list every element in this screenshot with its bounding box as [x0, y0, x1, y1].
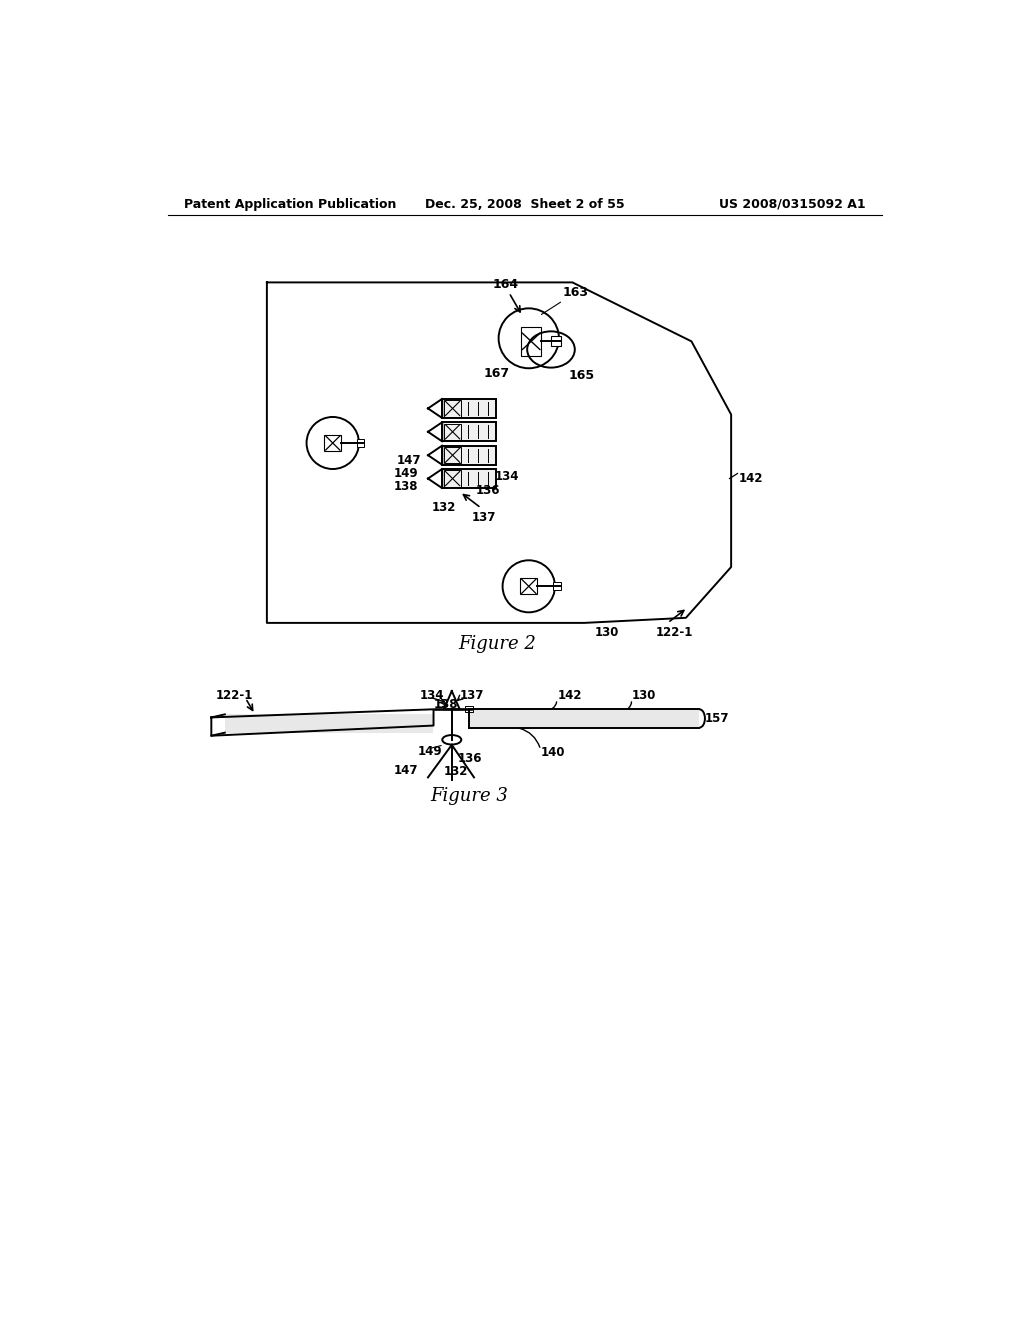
Text: Figure 2: Figure 2	[458, 635, 536, 653]
Bar	[553, 582, 560, 590]
Text: 132: 132	[443, 764, 468, 777]
Text: US 2008/0315092 A1: US 2008/0315092 A1	[720, 198, 866, 211]
Text: 138: 138	[433, 698, 458, 710]
Text: 163: 163	[563, 285, 589, 298]
Bar	[443, 470, 461, 487]
Text: 140: 140	[541, 747, 565, 759]
Text: 136: 136	[458, 751, 482, 764]
Text: 165: 165	[568, 368, 595, 381]
Text: 137: 137	[460, 689, 484, 701]
Text: 142: 142	[558, 689, 583, 701]
Bar	[443, 447, 461, 463]
Bar	[520, 578, 538, 594]
Text: 167: 167	[484, 367, 510, 380]
Text: 149: 149	[418, 746, 442, 759]
Text: 136: 136	[475, 484, 500, 498]
Text: 122-1: 122-1	[215, 689, 253, 701]
Bar	[551, 337, 561, 346]
Bar	[442, 446, 497, 465]
Bar	[443, 424, 461, 440]
Bar	[356, 440, 365, 447]
Bar	[442, 422, 497, 441]
Text: 147: 147	[397, 454, 422, 467]
Text: Patent Application Publication: Patent Application Publication	[183, 198, 396, 211]
Bar	[442, 469, 497, 488]
Text: 138: 138	[394, 480, 419, 494]
Text: 164: 164	[493, 277, 519, 290]
Bar	[324, 434, 341, 451]
Text: 137: 137	[471, 511, 496, 524]
Text: 130: 130	[595, 626, 620, 639]
Text: Figure 3: Figure 3	[430, 787, 508, 805]
FancyBboxPatch shape	[225, 714, 433, 733]
Text: Dec. 25, 2008  Sheet 2 of 55: Dec. 25, 2008 Sheet 2 of 55	[425, 198, 625, 211]
Text: 134: 134	[420, 689, 444, 701]
Text: 157: 157	[705, 711, 729, 725]
Text: 149: 149	[394, 467, 419, 480]
Text: 147: 147	[394, 764, 419, 776]
Text: 122-1: 122-1	[655, 626, 693, 639]
Text: 130: 130	[632, 689, 656, 701]
Text: 132: 132	[432, 500, 456, 513]
Text: 142: 142	[739, 473, 764, 484]
Text: 134: 134	[495, 470, 519, 483]
Bar	[443, 400, 461, 417]
Bar	[521, 327, 542, 355]
Bar	[465, 706, 473, 713]
Bar	[442, 399, 497, 418]
FancyBboxPatch shape	[469, 709, 699, 727]
